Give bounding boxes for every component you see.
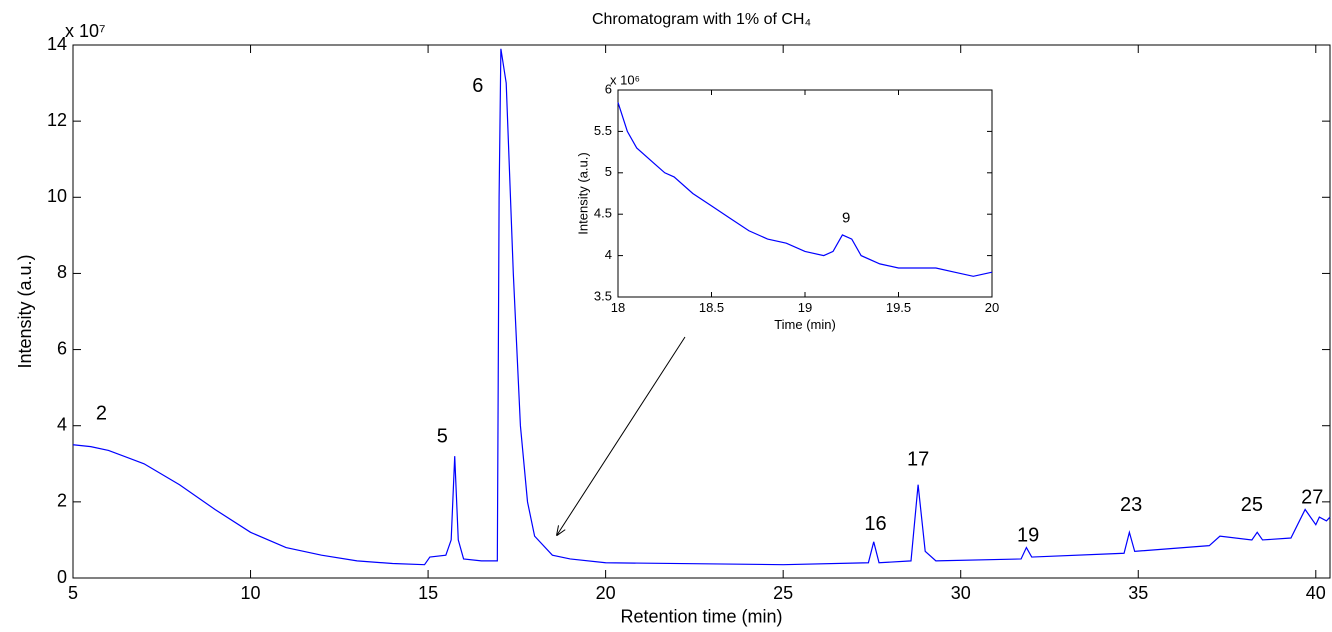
chart-title: Chromatogram with 1% of CH₄ [592, 11, 811, 28]
x-tick-label: 18 [611, 300, 625, 315]
x-tick-label: 19.5 [886, 300, 911, 315]
x-axis-label: Retention time (min) [620, 606, 782, 626]
peak-label: 2 [96, 403, 107, 425]
peak-label: 16 [864, 513, 886, 535]
y-tick-label: 3.5 [594, 288, 612, 303]
data-line [72, 48, 1331, 566]
y-exponent: x 10⁷ [65, 21, 106, 41]
y-tick-label: 6 [605, 81, 612, 96]
peak-label: 19 [1017, 524, 1039, 546]
y-tick-label: 10 [47, 186, 67, 206]
data-line [617, 102, 993, 277]
y-tick-label: 4.5 [594, 206, 612, 221]
x-tick-label: 10 [241, 583, 261, 603]
y-tick-label: 4 [57, 414, 67, 434]
peak-label: 6 [472, 75, 483, 97]
y-exponent: x 10⁶ [610, 72, 640, 87]
peak-label: 17 [907, 448, 929, 470]
y-axis-label: Intensity (a.u.) [15, 254, 35, 368]
x-tick-label: 20 [985, 300, 999, 315]
y-tick-label: 8 [57, 262, 67, 282]
arrow [557, 336, 686, 535]
y-tick-label: 5 [605, 164, 612, 179]
x-tick-label: 40 [1306, 583, 1326, 603]
x-tick-label: 20 [596, 583, 616, 603]
x-tick-label: 18.5 [699, 300, 724, 315]
peak-label: 27 [1301, 486, 1323, 508]
y-tick-label: 5.5 [594, 123, 612, 138]
x-axis-label: Time (min) [774, 317, 836, 332]
y-tick-label: 4 [605, 247, 612, 262]
x-tick-label: 35 [1128, 583, 1148, 603]
y-tick-label: 12 [47, 110, 67, 130]
peak-label: 23 [1120, 494, 1142, 516]
x-tick-label: 30 [951, 583, 971, 603]
x-tick-label: 25 [773, 583, 793, 603]
y-tick-label: 0 [57, 567, 67, 587]
y-tick-label: 14 [47, 34, 67, 54]
y-tick-label: 2 [57, 491, 67, 511]
y-tick-label: 6 [57, 338, 67, 358]
y-axis-label: Intensity (a.u.) [576, 152, 591, 234]
peak-label: 9 [842, 209, 850, 226]
plot-frame [72, 44, 1331, 579]
x-tick-label: 5 [68, 583, 78, 603]
x-tick-label: 19 [798, 300, 812, 315]
peak-label: 5 [437, 425, 448, 447]
x-tick-label: 15 [418, 583, 438, 603]
peak-label: 25 [1241, 494, 1263, 516]
inset-background [618, 90, 992, 297]
